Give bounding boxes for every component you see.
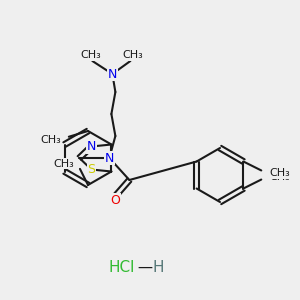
Text: N: N bbox=[108, 68, 117, 80]
Text: CH₃: CH₃ bbox=[80, 50, 101, 60]
Text: CH₃: CH₃ bbox=[40, 135, 61, 145]
Text: N: N bbox=[87, 140, 96, 153]
Text: S: S bbox=[87, 163, 95, 176]
Text: —: — bbox=[133, 260, 158, 275]
Text: N: N bbox=[105, 152, 114, 164]
Text: CH₃: CH₃ bbox=[122, 50, 143, 60]
Text: CH₃: CH₃ bbox=[269, 168, 290, 178]
Text: CH₃: CH₃ bbox=[269, 172, 290, 182]
Text: H: H bbox=[152, 260, 164, 275]
Text: HCl: HCl bbox=[108, 260, 134, 275]
Text: CH₃: CH₃ bbox=[53, 159, 74, 169]
Text: O: O bbox=[110, 194, 120, 206]
